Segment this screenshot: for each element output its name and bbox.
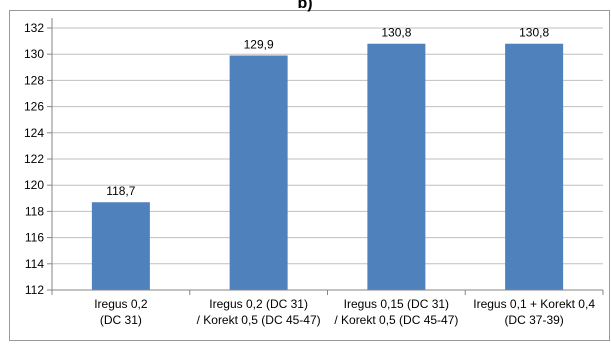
bar — [91, 202, 150, 290]
x-category-label: / Korekt 0,5 (DC 45-47) — [334, 313, 458, 327]
chart-title-fragment: b) — [297, 0, 312, 12]
bar — [505, 43, 564, 290]
bar — [367, 43, 426, 290]
bars — [91, 43, 564, 291]
x-category-label: Iregus 0,15 (DC 31) — [344, 297, 449, 311]
bar — [229, 55, 288, 291]
y-tick-label: 124 — [24, 126, 44, 140]
y-tick-label: 118 — [25, 204, 44, 218]
data-label: 118,7 — [106, 184, 135, 198]
data-labels: 118,7 129,9 130,8 130,8 — [106, 26, 549, 199]
y-tick-label: 114 — [25, 257, 44, 271]
data-label: 129,9 — [244, 38, 274, 52]
y-tick-label: 132 — [24, 21, 44, 35]
x-category-label: (DC 37-39) — [504, 313, 563, 327]
x-category-label: Iregus 0,2 — [94, 297, 148, 311]
x-category-label: Iregus 0,1 + Korekt 0,4 — [473, 297, 595, 311]
x-axis-category-labels: Iregus 0,2 (DC 31) Iregus 0,2 (DC 31) / Kor… — [94, 297, 595, 327]
y-tick-label: 122 — [24, 152, 44, 166]
y-tick-label: 112 — [25, 283, 44, 297]
data-label: 130,8 — [381, 26, 411, 40]
y-tick-label: 126 — [24, 100, 44, 114]
y-axis-tick-labels: 112 114 116 118 120 122 124 126 128 130 132 — [24, 21, 44, 297]
y-tick-label: 116 — [25, 231, 44, 245]
y-tick-label: 130 — [24, 47, 44, 61]
y-tick-label: 128 — [24, 73, 44, 87]
x-category-label: Iregus 0,2 (DC 31) — [209, 297, 308, 311]
x-category-label: (DC 31) — [100, 313, 142, 327]
x-category-label: / Korekt 0,5 (DC 45-47) — [197, 313, 321, 327]
y-tick-label: 120 — [24, 178, 44, 192]
data-label: 130,8 — [519, 26, 549, 40]
axes — [51, 18, 604, 295]
chart-border — [9, 10, 610, 341]
